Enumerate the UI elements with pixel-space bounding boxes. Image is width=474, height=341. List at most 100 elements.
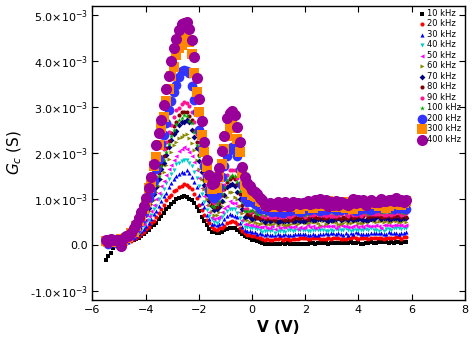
300 kHz — [226, 123, 233, 129]
10 kHz — [385, 240, 392, 246]
10 kHz — [203, 223, 210, 228]
30 kHz — [266, 232, 273, 238]
90 kHz — [168, 123, 175, 128]
70 kHz — [178, 119, 185, 124]
70 kHz — [332, 216, 339, 222]
40 kHz — [337, 227, 345, 232]
40 kHz — [130, 235, 137, 240]
40 kHz — [248, 225, 256, 230]
300 kHz — [178, 42, 185, 47]
50 kHz — [115, 240, 122, 246]
80 kHz — [137, 219, 145, 225]
90 kHz — [292, 212, 299, 217]
200 kHz — [317, 208, 324, 213]
80 kHz — [357, 213, 365, 218]
90 kHz — [329, 213, 337, 219]
400 kHz — [132, 221, 140, 227]
30 kHz — [130, 236, 137, 241]
40 kHz — [221, 211, 228, 217]
400 kHz — [185, 26, 193, 31]
100 kHz — [264, 210, 271, 216]
60 kHz — [117, 239, 125, 244]
40 kHz — [289, 228, 296, 234]
60 kHz — [127, 236, 135, 241]
70 kHz — [370, 216, 377, 221]
20 kHz — [390, 236, 398, 241]
200 kHz — [195, 128, 203, 133]
70 kHz — [390, 216, 398, 221]
10 kHz — [289, 241, 296, 246]
50 kHz — [329, 223, 337, 228]
80 kHz — [266, 214, 273, 219]
400 kHz — [322, 197, 329, 203]
300 kHz — [127, 231, 135, 236]
50 kHz — [398, 222, 405, 228]
400 kHz — [150, 161, 157, 166]
40 kHz — [198, 191, 206, 197]
400 kHz — [301, 201, 309, 206]
20 kHz — [226, 219, 233, 224]
40 kHz — [294, 227, 301, 233]
400 kHz — [193, 75, 201, 81]
30 kHz — [377, 230, 385, 236]
300 kHz — [183, 37, 191, 42]
30 kHz — [264, 232, 271, 237]
90 kHz — [127, 233, 135, 238]
90 kHz — [130, 227, 137, 233]
100 kHz — [301, 212, 309, 218]
90 kHz — [299, 212, 307, 218]
100 kHz — [218, 191, 226, 196]
20 kHz — [352, 236, 360, 241]
400 kHz — [400, 199, 408, 205]
50 kHz — [279, 224, 286, 229]
10 kHz — [193, 204, 201, 210]
200 kHz — [342, 207, 349, 212]
40 kHz — [319, 227, 327, 233]
90 kHz — [142, 206, 150, 211]
70 kHz — [102, 239, 109, 245]
100 kHz — [292, 209, 299, 214]
90 kHz — [210, 201, 218, 206]
40 kHz — [145, 217, 153, 223]
200 kHz — [107, 236, 115, 241]
60 kHz — [236, 203, 244, 208]
10 kHz — [276, 241, 284, 247]
60 kHz — [107, 240, 115, 245]
400 kHz — [375, 199, 383, 205]
10 kHz — [147, 225, 155, 230]
80 kHz — [392, 213, 400, 219]
90 kHz — [383, 213, 390, 218]
70 kHz — [319, 217, 327, 222]
300 kHz — [390, 202, 398, 207]
90 kHz — [221, 182, 228, 188]
10 kHz — [228, 225, 236, 231]
400 kHz — [102, 237, 109, 242]
80 kHz — [317, 212, 324, 218]
30 kHz — [112, 239, 119, 244]
50 kHz — [157, 183, 165, 189]
30 kHz — [216, 221, 223, 227]
60 kHz — [191, 147, 198, 152]
60 kHz — [112, 240, 119, 245]
100 kHz — [198, 165, 206, 170]
90 kHz — [324, 212, 332, 218]
90 kHz — [375, 211, 383, 216]
300 kHz — [119, 238, 127, 243]
70 kHz — [304, 216, 311, 221]
10 kHz — [370, 240, 377, 246]
200 kHz — [271, 204, 279, 210]
60 kHz — [370, 218, 377, 224]
200 kHz — [248, 200, 256, 205]
10 kHz — [109, 246, 117, 251]
80 kHz — [281, 217, 289, 222]
100 kHz — [400, 210, 408, 216]
300 kHz — [107, 238, 115, 244]
300 kHz — [398, 203, 405, 208]
50 kHz — [352, 222, 360, 227]
400 kHz — [112, 237, 119, 242]
50 kHz — [370, 223, 377, 228]
30 kHz — [244, 228, 251, 234]
200 kHz — [218, 174, 226, 179]
70 kHz — [191, 135, 198, 140]
400 kHz — [279, 203, 286, 208]
